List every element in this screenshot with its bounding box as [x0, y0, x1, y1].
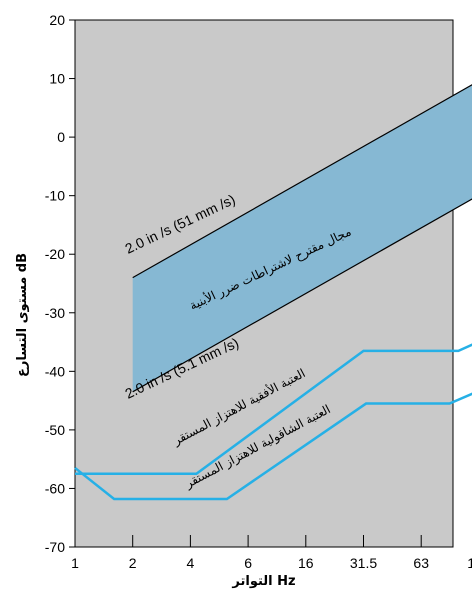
y-tick-label: -30	[45, 305, 65, 321]
band-fill	[132, 84, 472, 392]
y-tick-label: -40	[45, 363, 65, 379]
x-tick-label: 1	[71, 555, 79, 571]
x-tick-label: 2	[129, 555, 137, 571]
x-tick-label: 4	[187, 555, 195, 571]
y-tick-label: 20	[49, 12, 65, 28]
x-tick-label: 63	[413, 555, 429, 571]
x-tick-label: 16	[298, 555, 314, 571]
x-axis-title: التواتر Hz	[231, 574, 295, 589]
axis-ticks	[69, 19, 422, 548]
x-tick-label: 125	[467, 555, 472, 571]
threshold-line-1	[74, 392, 472, 501]
threshold-series	[74, 343, 472, 501]
y-tick-label: -60	[45, 480, 65, 496]
y-tick-label: 10	[49, 71, 65, 87]
y-tick-label: -70	[45, 539, 65, 555]
y-tick-label: -10	[45, 188, 65, 204]
y-tick-label: 0	[57, 129, 65, 145]
x-tick-label: 6	[244, 555, 252, 571]
band-lower-line	[132, 198, 472, 393]
y-tick-label: -50	[45, 422, 65, 438]
y-tick-label: -20	[45, 246, 65, 262]
band-upper-line	[132, 84, 472, 279]
x-tick-label: 31.5	[350, 555, 377, 571]
threshold-line-0	[75, 343, 472, 476]
vibration-band	[132, 84, 472, 393]
y-axis-title: مستوى التسارع dB	[15, 253, 30, 377]
